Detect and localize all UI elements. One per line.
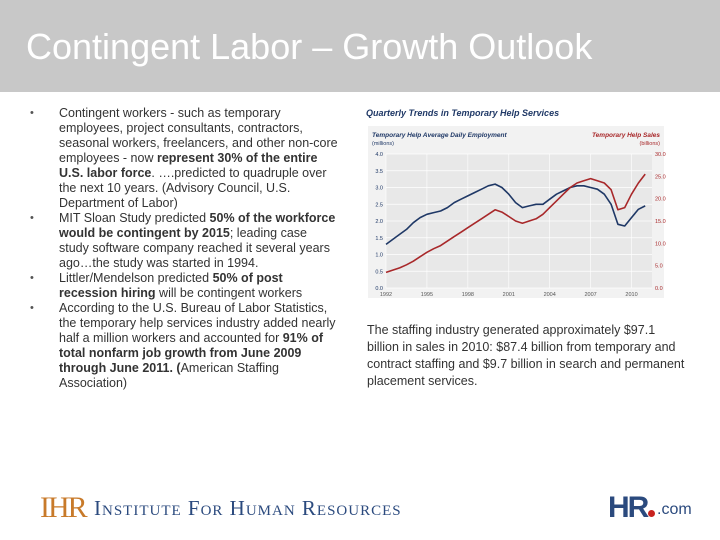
bullet-bold-text: 91% of total nonfarm job growth from Jun… xyxy=(59,331,324,375)
hr-com-logo: HR .com xyxy=(608,490,698,526)
bullet-item: • According to the U.S. Bureau of Labor S… xyxy=(30,301,340,391)
hr-com-logo-mark: HR xyxy=(608,491,649,524)
employment-line xyxy=(385,183,646,246)
hr-com-logo-suffix: .com xyxy=(657,501,692,518)
bullet-text: Littler/Mendelson predicted xyxy=(59,271,213,285)
left-tick-label: 2.5 xyxy=(375,202,383,208)
x-tick-label: 1992 xyxy=(380,292,392,298)
bullet-dot-icon: • xyxy=(30,272,34,284)
left-axis-unit: (millions) xyxy=(372,141,394,147)
x-tick-label: 1998 xyxy=(462,292,474,298)
right-tick-label: 30.0 xyxy=(655,152,666,158)
bullet-text: ; leading case study software company re… xyxy=(59,226,330,270)
title-bar: Contingent Labor – Growth Outlook xyxy=(0,0,720,92)
caption-text: The staffing industry generated approxim… xyxy=(367,323,685,388)
x-tick-label: 2004 xyxy=(544,292,556,298)
left-tick-label: 0.0 xyxy=(375,286,383,292)
left-tick-label: 0.5 xyxy=(375,269,383,275)
x-tick-label: 2007 xyxy=(584,292,596,298)
bullet-bold-text: represent 30% of the entire U.S. labor f… xyxy=(59,151,318,180)
bullet-text: American Staffing Association) xyxy=(59,361,279,390)
chart-container: Quarterly Trends in Temporary Help Servi… xyxy=(364,104,674,300)
left-tick-label: 3.0 xyxy=(375,186,383,192)
bullet-list: • Contingent workers - such as temporary … xyxy=(30,106,340,391)
left-tick-label: 3.5 xyxy=(375,169,383,175)
right-axis-title: Temporary Help Sales xyxy=(592,132,660,139)
bullet-text: will be contingent workers xyxy=(155,286,303,300)
left-axis-title: Temporary Help Average Daily Employment xyxy=(372,132,507,139)
bullet-item: • Littler/Mendelson predicted 50% of post… xyxy=(30,271,340,301)
x-tick-label: 2010 xyxy=(625,292,637,298)
right-tick-label: 5.0 xyxy=(655,264,663,270)
bullet-bold-text: 50% of post recession hiring xyxy=(59,271,283,300)
x-tick-label: 2001 xyxy=(503,292,515,298)
bullet-dot-icon: • xyxy=(30,302,34,314)
bullet-bold-text: 50% of the workforce would be contingent… xyxy=(59,211,336,240)
bullet-text: . ….predicted to quadruple over the next… xyxy=(59,166,327,210)
left-tick-label: 1.5 xyxy=(375,236,383,242)
bullet-text: According to the U.S. Bureau of Labor St… xyxy=(59,301,336,345)
bullet-item: • Contingent workers - such as temporary … xyxy=(30,106,340,211)
bullet-text: MIT Sloan Study predicted xyxy=(59,211,210,225)
right-tick-label: 10.0 xyxy=(655,241,666,247)
right-tick-label: 20.0 xyxy=(655,197,666,203)
ihr-logo: IHR Institute For Human Resources xyxy=(40,490,440,526)
ihr-logo-mark: IHR xyxy=(40,491,88,524)
chart-title: Quarterly Trends in Temporary Help Servi… xyxy=(366,108,559,118)
bullet-text: Contingent workers - such as temporary e… xyxy=(59,106,338,165)
bullet-dot-icon: • xyxy=(30,212,34,224)
slide-title: Contingent Labor – Growth Outlook xyxy=(26,26,593,67)
right-tick-label: 25.0 xyxy=(655,174,666,180)
left-tick-label: 1.0 xyxy=(375,253,383,259)
right-axis-unit: (billions) xyxy=(640,141,661,147)
bullet-dot-icon: • xyxy=(30,107,34,119)
right-tick-label: 15.0 xyxy=(655,219,666,225)
x-tick-label: 1995 xyxy=(421,292,433,298)
ihr-logo-text: Institute For Human Resources xyxy=(94,496,402,520)
right-tick-label: 0.0 xyxy=(655,286,663,292)
sales-line xyxy=(385,173,646,274)
staffing-chart: Quarterly Trends in Temporary Help Servi… xyxy=(364,104,674,300)
bullet-item: • MIT Sloan Study predicted 50% of the wo… xyxy=(30,211,340,271)
left-tick-label: 2.0 xyxy=(375,219,383,225)
hr-com-dot-icon xyxy=(648,510,655,517)
left-tick-label: 4.0 xyxy=(375,152,383,158)
